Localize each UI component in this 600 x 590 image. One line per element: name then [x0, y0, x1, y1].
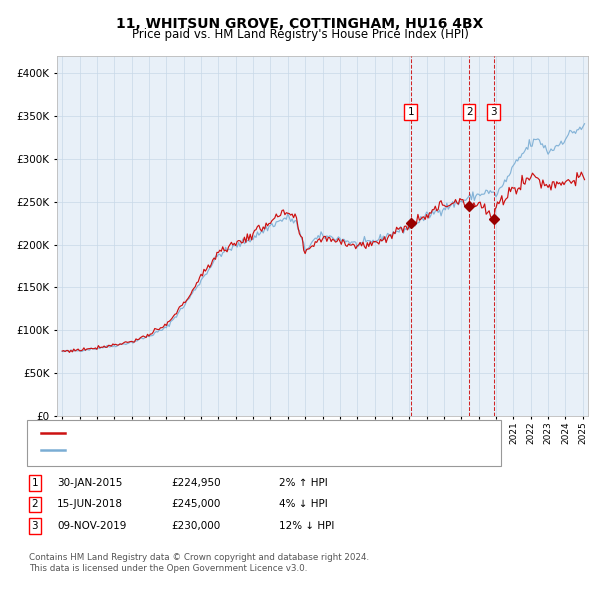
Text: 30-JAN-2015: 30-JAN-2015	[57, 478, 122, 487]
Text: £230,000: £230,000	[171, 522, 220, 531]
Text: 11, WHITSUN GROVE, COTTINGHAM, HU16 4BX (detached house): 11, WHITSUN GROVE, COTTINGHAM, HU16 4BX …	[69, 428, 396, 438]
Text: 3: 3	[490, 107, 497, 117]
Text: £224,950: £224,950	[171, 478, 221, 487]
Text: 3: 3	[31, 522, 38, 531]
Text: 2: 2	[31, 500, 38, 509]
Text: 2: 2	[466, 107, 472, 117]
Text: Price paid vs. HM Land Registry's House Price Index (HPI): Price paid vs. HM Land Registry's House …	[131, 28, 469, 41]
Text: 15-JUN-2018: 15-JUN-2018	[57, 500, 123, 509]
Text: Contains HM Land Registry data © Crown copyright and database right 2024.
This d: Contains HM Land Registry data © Crown c…	[29, 553, 369, 573]
Text: 4% ↓ HPI: 4% ↓ HPI	[279, 500, 328, 509]
Text: £245,000: £245,000	[171, 500, 220, 509]
Text: HPI: Average price, detached house, East Riding of Yorkshire: HPI: Average price, detached house, East…	[69, 445, 371, 455]
Text: 2% ↑ HPI: 2% ↑ HPI	[279, 478, 328, 487]
Text: 1: 1	[407, 107, 414, 117]
Text: 09-NOV-2019: 09-NOV-2019	[57, 522, 127, 531]
Text: 12% ↓ HPI: 12% ↓ HPI	[279, 522, 334, 531]
Text: 1: 1	[31, 478, 38, 487]
Text: 11, WHITSUN GROVE, COTTINGHAM, HU16 4BX: 11, WHITSUN GROVE, COTTINGHAM, HU16 4BX	[116, 17, 484, 31]
